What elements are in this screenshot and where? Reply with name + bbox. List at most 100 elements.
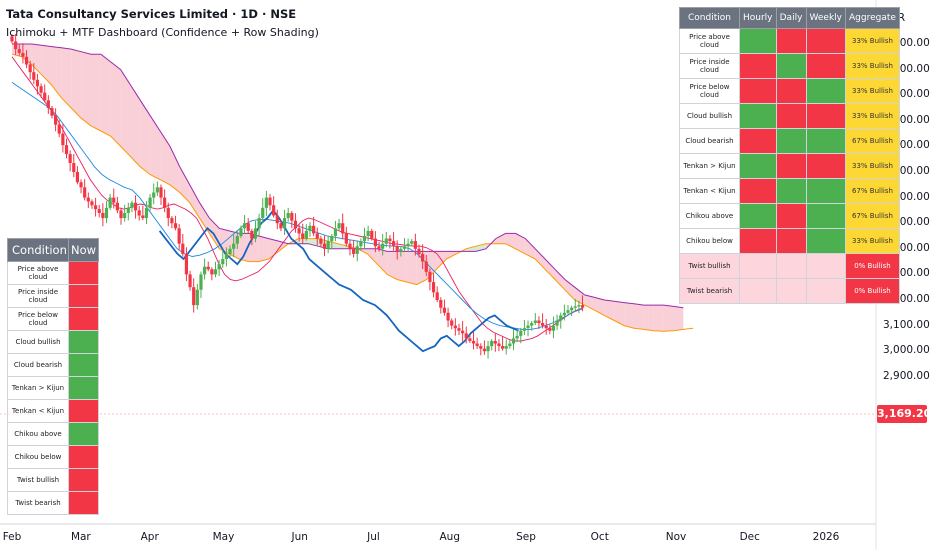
candle-body — [457, 328, 461, 331]
candle-body — [573, 306, 577, 308]
mtf-row: Chikou below 33% Bullish — [679, 228, 900, 254]
cloud-segment — [140, 100, 151, 175]
candle-body — [217, 264, 221, 270]
candle-body — [250, 230, 254, 239]
candle-body — [282, 218, 287, 229]
candle-body — [326, 241, 330, 249]
x-tick-label: Jul — [367, 531, 380, 543]
now-status-cell — [68, 353, 99, 377]
candle-body — [144, 207, 149, 219]
candle-body — [268, 197, 272, 206]
x-tick-label: May — [212, 531, 235, 543]
y-tick-label: 3,100.00 — [883, 318, 930, 331]
mtf-status-cell — [775, 128, 807, 154]
x-tick-label: Mar — [70, 531, 91, 543]
candle-body — [544, 325, 548, 329]
candle-body — [152, 192, 156, 198]
ichimoku-lines — [11, 43, 694, 353]
mtf-row: Chikou above 67% Bullish — [679, 203, 900, 229]
mtf-status-cell — [775, 178, 807, 204]
now-row: Twist bearish — [7, 491, 99, 515]
cloud-segment — [258, 236, 269, 262]
candle-body — [442, 307, 447, 313]
candle-body — [548, 328, 552, 331]
mtf-status-cell — [739, 203, 777, 229]
candle-body — [50, 108, 54, 116]
candle-body — [10, 36, 14, 42]
candle-body — [515, 335, 519, 339]
now-condition-label: Tenkan < Kijun — [7, 399, 69, 423]
mtf-status-cell — [739, 178, 777, 204]
mtf-status-cell — [739, 78, 777, 104]
candle-body — [264, 197, 268, 208]
now-condition-label: Chikou below — [7, 445, 69, 469]
cloud-segment — [554, 269, 565, 290]
candle-body — [431, 282, 436, 293]
candle-body — [355, 246, 359, 254]
cloud-segment — [564, 279, 575, 300]
candle-body — [293, 220, 298, 229]
mtf-status-cell — [805, 153, 847, 179]
candle-body — [475, 343, 479, 347]
cloud-segment — [189, 184, 200, 219]
candle-body — [500, 346, 505, 349]
candle-body — [461, 330, 465, 334]
cloud-segment — [337, 243, 348, 249]
candle-body — [330, 236, 334, 242]
candle-body — [341, 223, 345, 234]
candle-body — [232, 243, 236, 249]
candle-body — [195, 289, 199, 306]
now-header-condition: Condition — [7, 238, 69, 262]
candle-body — [137, 210, 141, 216]
candle-body — [32, 72, 36, 80]
candle-body — [348, 243, 352, 249]
mtf-condition-label: Chikou above — [679, 203, 740, 229]
now-header-row: Condition Now — [7, 238, 99, 262]
indicator-title[interactable]: Ichimoku + MTF Dashboard (Confidence + R… — [6, 26, 319, 39]
candle-body — [322, 243, 327, 249]
candle-body — [159, 187, 163, 198]
candle-body — [104, 207, 109, 219]
cloud-segment — [169, 146, 180, 193]
ichimoku-cloud — [12, 44, 694, 332]
cloud-segment — [150, 115, 161, 180]
candle-body — [199, 274, 203, 290]
candle-body — [130, 202, 134, 208]
mtf-status-cell — [775, 228, 807, 254]
cloud-segment — [298, 238, 309, 244]
now-condition-label: Tenkan > Kijun — [7, 376, 69, 400]
candle-body — [450, 320, 454, 326]
candle-body — [64, 145, 69, 155]
candle-body — [362, 236, 367, 242]
mtf-header-hourly: Hourly — [739, 7, 777, 29]
cloud-segment — [505, 233, 516, 249]
candle-body — [453, 325, 457, 329]
mtf-aggregate-cell: 33% Bullish — [845, 78, 900, 104]
cloud-segment — [495, 233, 506, 244]
candle-body — [333, 228, 338, 236]
now-row: Chikou below — [7, 445, 99, 469]
mtf-status-cell — [775, 53, 807, 79]
candle-body — [242, 223, 247, 229]
mtf-aggregate-cell: 33% Bullish — [845, 103, 900, 129]
mtf-status-cell — [739, 228, 777, 254]
now-condition-label: Price above cloud — [7, 261, 69, 285]
candle-body — [119, 210, 123, 219]
candle-body — [112, 197, 116, 203]
candle-body — [479, 346, 483, 349]
candle-body — [28, 64, 32, 73]
candle-body — [90, 201, 94, 206]
candle-body — [286, 212, 290, 219]
candle-body — [290, 212, 294, 221]
cloud-segment — [663, 305, 674, 332]
mtf-header-condition: Condition — [679, 7, 740, 29]
candle-body — [141, 215, 145, 219]
candle-body — [577, 305, 581, 307]
candle-body — [173, 223, 178, 229]
candle-body — [580, 305, 585, 308]
candle-body — [410, 241, 414, 244]
mtf-status-cell — [775, 153, 807, 179]
candle-body — [406, 243, 410, 247]
mtf-aggregate-cell: 33% Bullish — [845, 53, 900, 79]
